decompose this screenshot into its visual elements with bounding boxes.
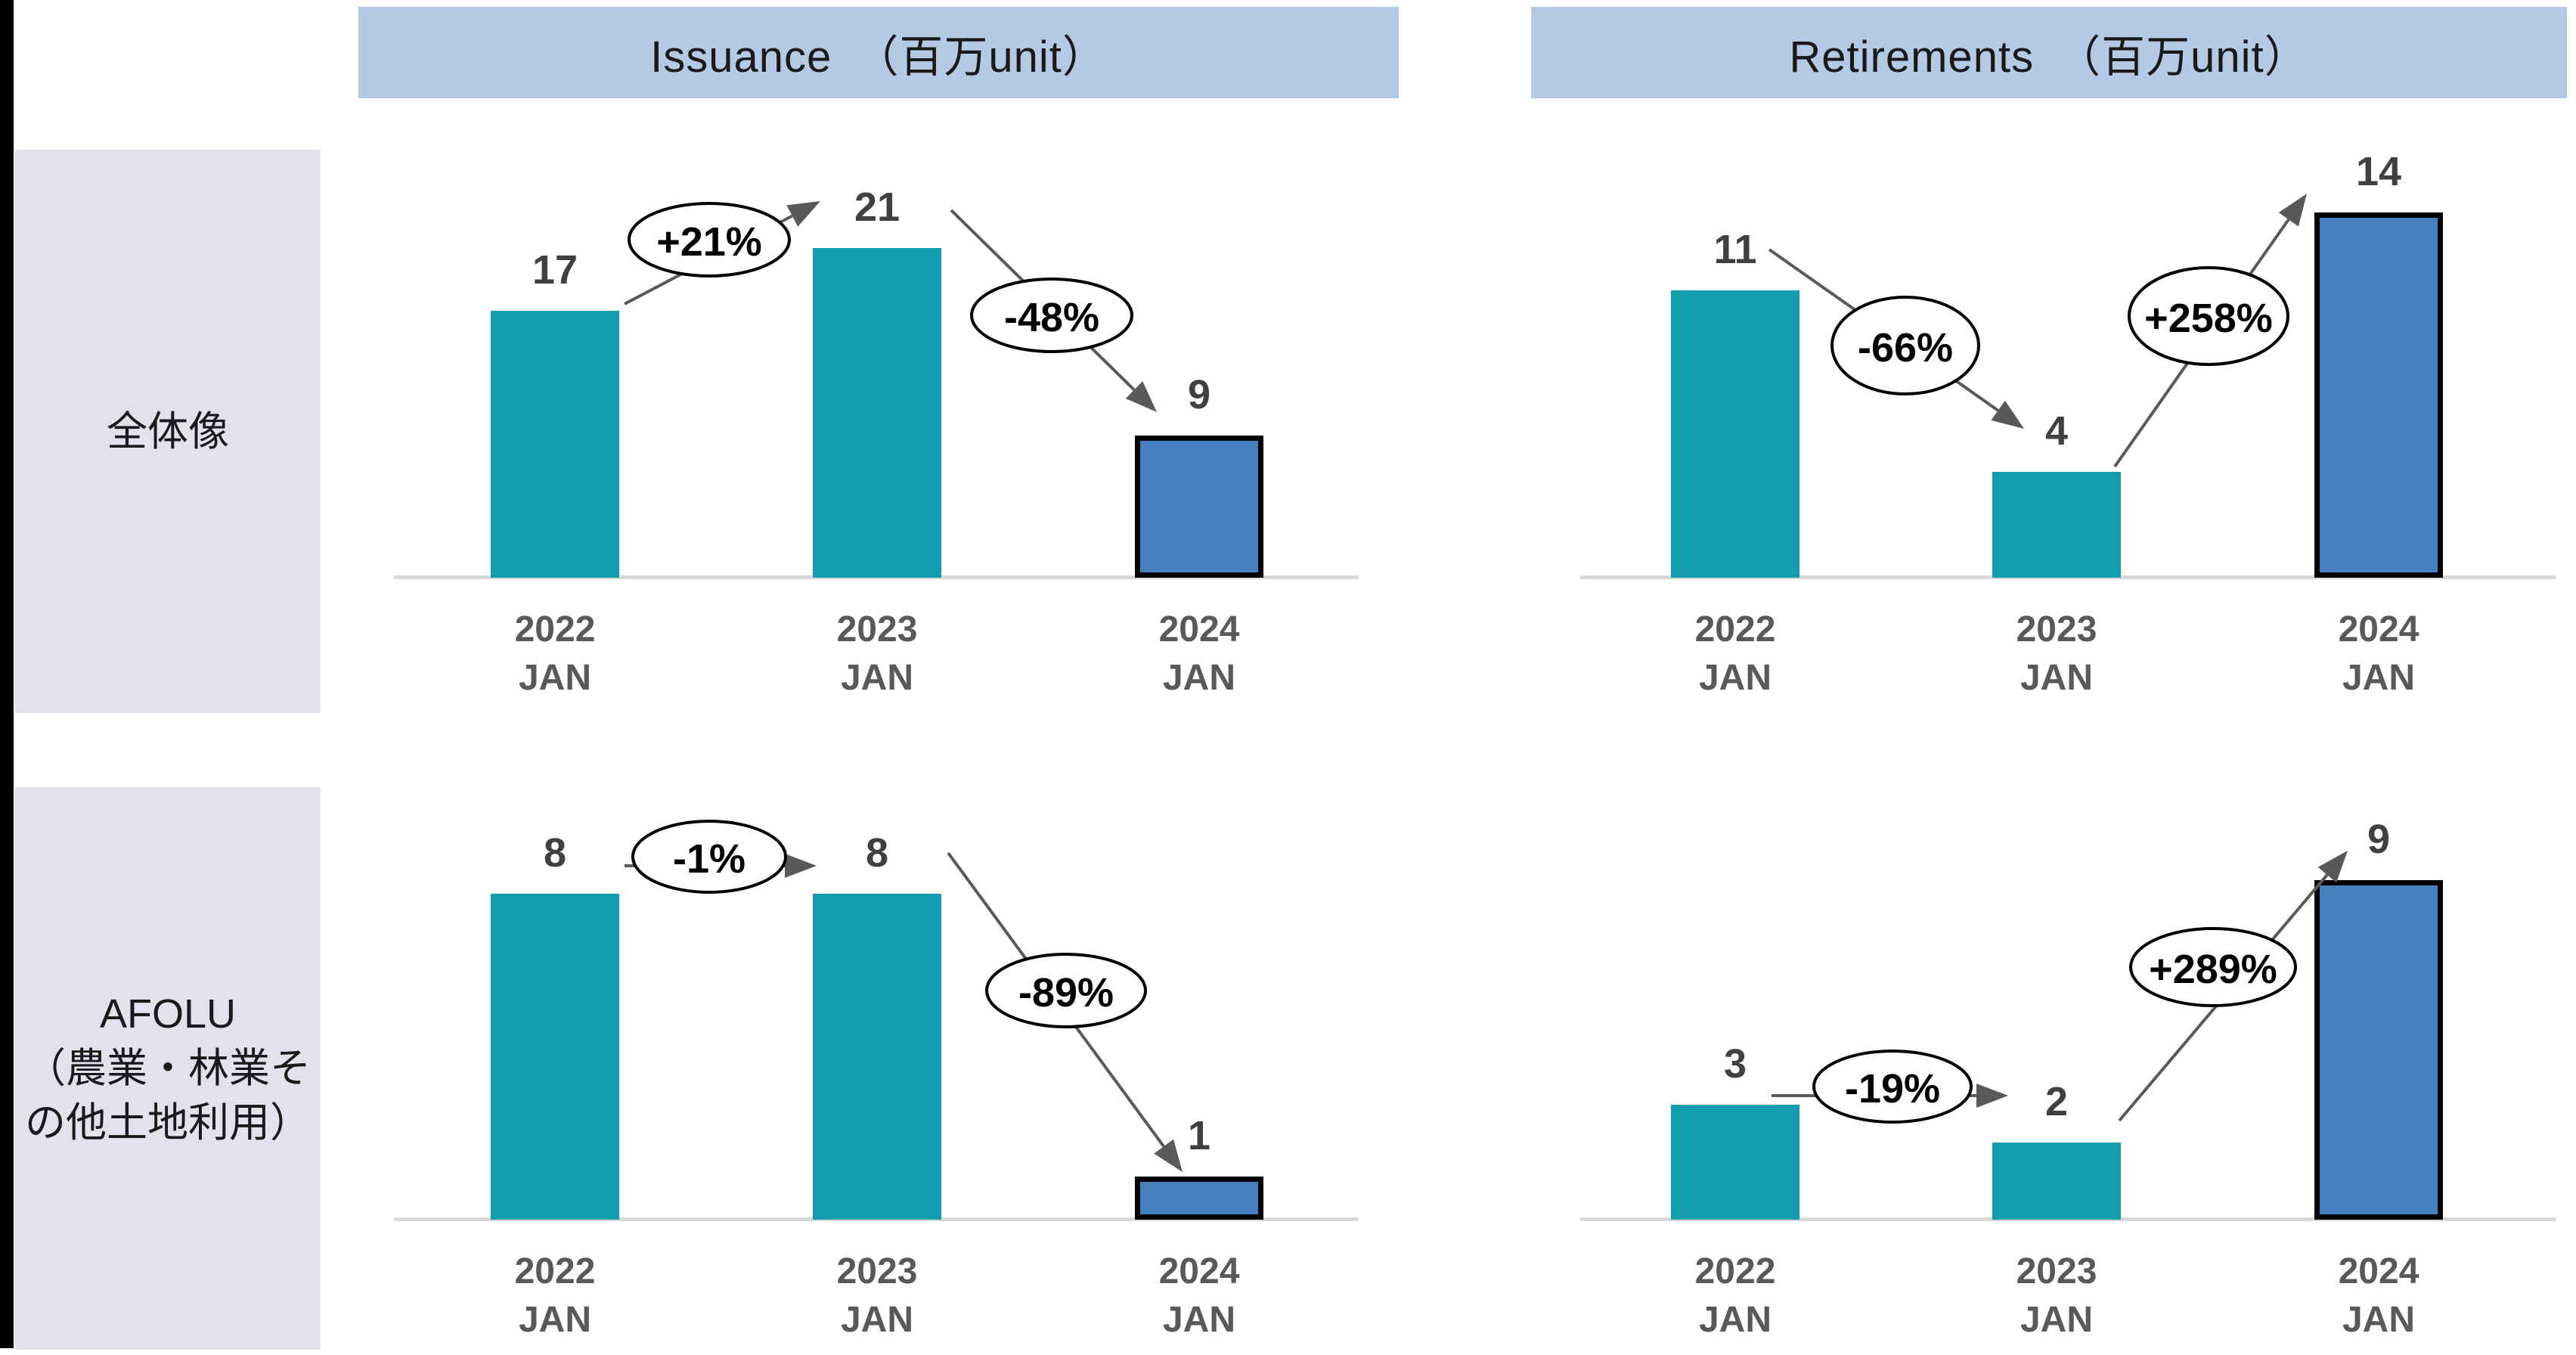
category-label-afolu-retirements-2022: 2022 JAN [1637,1248,1834,1344]
bar-overall-issuance-2024 [1135,436,1263,578]
percent-change-bubble-afolu-issuance-1 [985,953,1147,1028]
bar-overall-issuance-2023 [813,248,941,578]
category-month: JAN [1162,658,1236,698]
bar-value-label-afolu-retirements-2023: 2 [2044,1079,2069,1124]
bar-value-label-overall-retirements-2022: 11 [1713,227,1757,272]
row-header-afolu-line2: （農業・林業そ [25,1046,311,1091]
category-month: JAN [1162,1300,1236,1340]
bar-value-label-afolu-issuance-2024: 1 [1187,1113,1211,1158]
category-month: JAN [2020,1300,2094,1340]
bar-overall-retirements-2022 [1671,290,1799,578]
percent-change-bubble-overall-issuance-0 [628,202,791,278]
category-label-afolu-issuance-2023: 2023 JAN [779,1248,975,1344]
bar-value-label-overall-retirements-2023: 4 [2044,408,2069,454]
column-header-retirements: Retirements （百万unit） [1531,7,2567,98]
category-month: JAN [840,1300,914,1340]
trend-arrow-head-overall-retirements-1 [2278,194,2307,227]
percent-change-label-afolu-retirements-0: -19% [1845,1066,1940,1112]
percent-change-label-overall-retirements-1: +258% [2144,296,2273,341]
category-year: 2023 [2016,1251,2097,1291]
bar-afolu-retirements-2022 [1671,1105,1799,1220]
bar-value-label-overall-issuance-2022: 17 [532,247,578,293]
category-month: JAN [518,658,592,698]
category-year: 2024 [1158,609,1240,650]
percent-change-bubble-overall-retirements-1 [2128,266,2289,366]
category-label-overall-retirements-2024: 2024 JAN [2280,606,2477,702]
category-month: JAN [2020,658,2094,698]
bar-value-label-afolu-issuance-2023: 8 [865,830,889,876]
bar-overall-retirements-2023 [1992,472,2121,578]
bar-value-label-overall-retirements-2024: 14 [2355,149,2402,194]
category-year: 2022 [514,609,596,650]
category-year: 2024 [2338,1251,2419,1291]
bar-afolu-issuance-2022 [491,894,619,1220]
bar-value-label-afolu-retirements-2024: 9 [2367,817,2391,862]
trend-arrow-line-afolu-retirements-1 [2118,873,2329,1122]
bar-overall-issuance-2022 [491,311,619,578]
percent-change-bubble-afolu-retirements-1 [2129,927,2297,1007]
category-label-afolu-issuance-2022: 2022 JAN [457,1248,653,1344]
percent-change-label-afolu-issuance-0: -1% [673,836,746,882]
category-year: 2022 [1694,609,1776,650]
category-label-afolu-issuance-2024: 2024 JAN [1101,1248,1297,1344]
bar-afolu-issuance-2024 [1135,1177,1263,1220]
bar-afolu-retirements-2024 [2314,880,2443,1220]
row-header-overall: 全体像 [15,150,321,713]
category-label-overall-issuance-2023: 2023 JAN [779,606,975,702]
category-label-afolu-retirements-2024: 2024 JAN [2280,1248,2477,1344]
row-header-afolu-line3: の他土地利用） [25,1100,311,1146]
column-header-retirements-label: Retirements （百万unit） [1789,32,2309,82]
category-label-overall-issuance-2024: 2024 JAN [1101,606,1297,702]
bar-overall-retirements-2024 [2314,212,2443,578]
category-label-overall-issuance-2022: 2022 JAN [457,606,653,702]
percent-change-bubble-overall-retirements-0 [1830,296,1980,395]
row-header-afolu: AFOLU （農業・林業そ の他土地利用） [15,787,321,1350]
percent-change-label-overall-issuance-0: +21% [656,219,762,265]
bar-value-label-afolu-retirements-2022: 3 [1723,1041,1747,1087]
column-header-issuance-label: Issuance （百万unit） [650,32,1107,82]
category-year: 2023 [836,1251,918,1291]
bar-afolu-issuance-2023 [813,894,941,1220]
left-black-stripe [0,0,14,1348]
bar-value-label-afolu-issuance-2022: 8 [543,830,567,876]
category-month: JAN [1698,1300,1772,1340]
category-label-afolu-retirements-2023: 2023 JAN [1958,1248,2155,1344]
category-label-overall-retirements-2022: 2022 JAN [1637,606,1834,702]
category-month: JAN [2342,658,2416,698]
percent-change-label-overall-issuance-1: -48% [1004,295,1099,340]
category-year: 2024 [2338,609,2419,650]
category-year: 2024 [1158,1251,1240,1291]
category-year: 2022 [514,1251,596,1291]
category-month: JAN [2342,1300,2416,1340]
bar-afolu-retirements-2023 [1992,1143,2121,1220]
trend-arrow-line-overall-issuance-1 [950,209,1136,392]
category-label-overall-retirements-2023: 2023 JAN [1958,606,2155,702]
bar-value-label-overall-issuance-2023: 21 [854,184,901,230]
percent-change-bubble-afolu-retirements-0 [1812,1050,1973,1124]
row-header-afolu-line1: AFOLU [99,991,237,1037]
trend-arrow-line-overall-issuance-0 [624,214,793,305]
category-month: JAN [840,658,914,698]
category-month: JAN [1698,658,1772,698]
category-month: JAN [518,1300,592,1340]
row-header-overall-label: 全体像 [107,408,229,454]
column-header-issuance: Issuance （百万unit） [358,7,1399,98]
category-year: 2022 [1694,1251,1776,1291]
trend-arrow-line-overall-retirements-1 [2113,219,2290,468]
category-year: 2023 [2016,609,2097,650]
percent-change-label-afolu-retirements-1: +289% [2149,947,2277,992]
bar-value-label-overall-issuance-2024: 9 [1187,372,1211,417]
percent-change-bubble-overall-issuance-1 [970,278,1133,353]
category-year: 2023 [836,609,918,650]
percent-change-label-overall-retirements-0: -66% [1858,325,1953,371]
percent-change-label-afolu-issuance-1: -89% [1018,970,1114,1015]
percent-change-bubble-afolu-issuance-0 [631,820,787,894]
trend-arrow-line-afolu-issuance-1 [947,851,1165,1148]
